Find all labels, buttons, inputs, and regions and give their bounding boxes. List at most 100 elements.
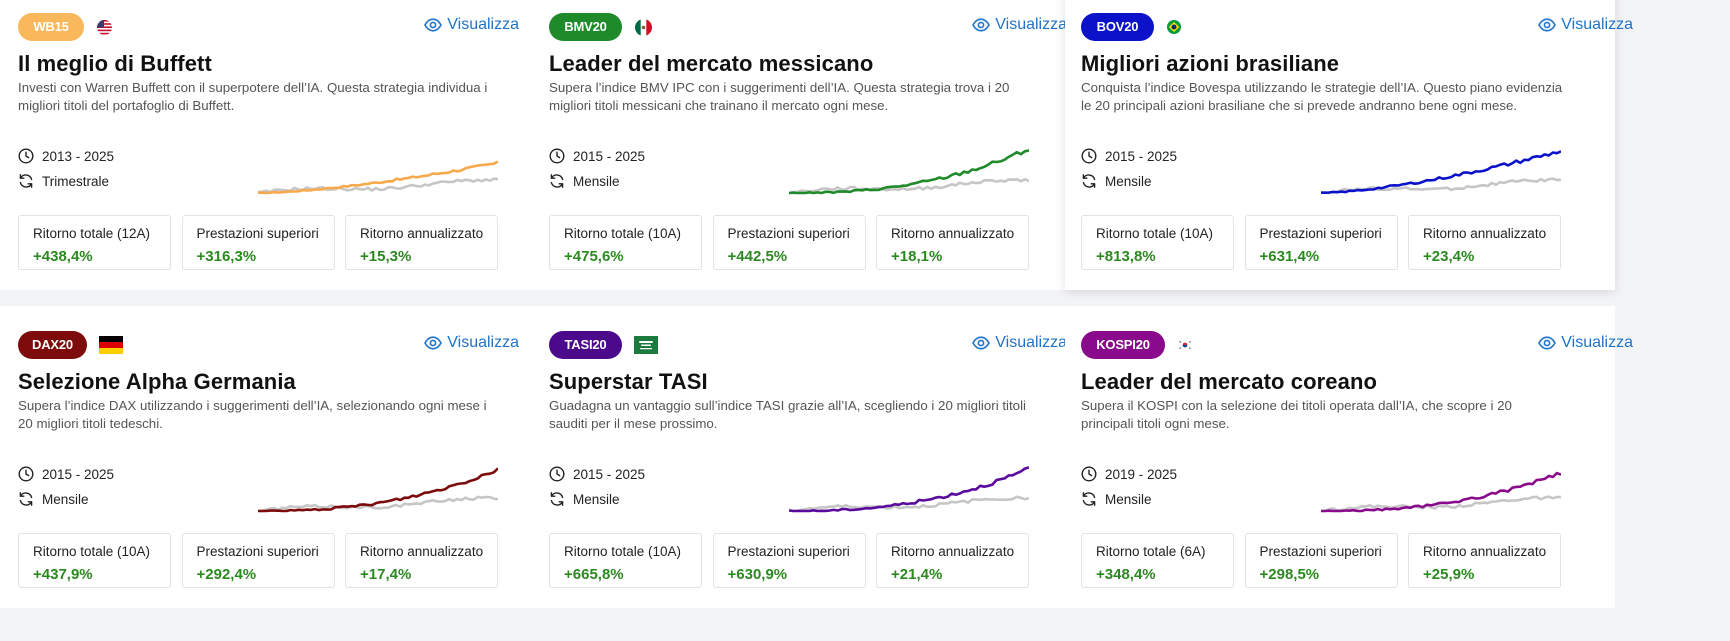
strategy-line [1321, 150, 1561, 194]
view-link[interactable]: Visualizza [424, 16, 519, 34]
refresh-icon [1081, 173, 1105, 189]
view-link[interactable]: Visualizza [424, 334, 519, 352]
stat-box: Ritorno annualizzato +21,4% [876, 533, 1029, 588]
clock-icon [549, 466, 573, 482]
eye-icon [424, 336, 447, 350]
strategy-description: Conquista l’indice Bovespa utilizzando l… [1081, 80, 1563, 113]
stat-value: +25,9% [1423, 566, 1475, 583]
stat-value: +437,9% [33, 566, 93, 583]
performance-sparkline [258, 467, 498, 513]
stat-box: Ritorno annualizzato +25,9% [1408, 533, 1561, 588]
view-label: Visualizza [1561, 334, 1633, 351]
stat-label: Prestazioni superiori [727, 226, 850, 241]
strategy-line [1321, 471, 1561, 513]
eye-icon [972, 18, 995, 32]
stat-label: Ritorno annualizzato [891, 544, 1015, 559]
frequency-row: Mensile [1081, 173, 1152, 189]
period-text: 2019 - 2025 [1105, 466, 1178, 482]
frequency-text: Mensile [1105, 491, 1152, 507]
strategy-badge: DAX20 [18, 331, 87, 359]
period-row: 2015 - 2025 [18, 466, 114, 482]
strategy-card[interactable]: KOSPI20 Visualizza Leader del mercato core… [1065, 306, 1633, 608]
view-link[interactable]: Visualizza [972, 334, 1067, 352]
period-row: 2015 - 2025 [549, 148, 645, 164]
benchmark-line [258, 495, 498, 513]
stat-value: +631,4% [1259, 248, 1320, 265]
frequency-text: Mensile [573, 491, 620, 507]
frequency-row: Trimestrale [18, 173, 109, 189]
stat-label: Ritorno annualizzato [360, 544, 484, 559]
strategy-description: Guadagna un vantaggio sull’indice TASI g… [549, 398, 1026, 431]
stat-box: Prestazioni superiori +316,3% [181, 215, 335, 270]
strategy-badge: BMV20 [549, 13, 622, 41]
strategy-description: Supera l’indice DAX utilizzando i sugger… [18, 398, 487, 431]
eye-icon [424, 18, 447, 32]
stat-label: Ritorno annualizzato [1423, 544, 1547, 559]
performance-sparkline [1321, 471, 1561, 513]
stat-label: Ritorno annualizzato [1423, 226, 1547, 241]
stat-value: +665,8% [564, 566, 624, 583]
strategy-title: Leader del mercato messicano [549, 51, 874, 76]
frequency-row: Mensile [18, 491, 89, 507]
frequency-text: Mensile [42, 491, 89, 507]
stat-value: +438,4% [33, 248, 93, 265]
de-flag-icon [99, 336, 123, 359]
view-link[interactable]: Visualizza [1538, 334, 1633, 352]
stat-box: Ritorno totale (12A) +438,4% [18, 215, 171, 270]
period-row: 2019 - 2025 [1081, 466, 1177, 482]
frequency-row: Mensile [1081, 491, 1152, 507]
stat-label: Ritorno totale (10A) [564, 226, 682, 241]
stat-label: Prestazioni superiori [1259, 544, 1382, 559]
refresh-icon [18, 173, 42, 189]
period-text: 2015 - 2025 [573, 466, 646, 482]
view-link[interactable]: Visualizza [1538, 16, 1633, 34]
stat-label: Prestazioni superiori [196, 226, 319, 241]
stat-box: Ritorno totale (10A) +437,9% [18, 533, 171, 588]
strategy-badge: BOV20 [1081, 13, 1154, 41]
view-label: Visualizza [1561, 16, 1633, 33]
strategy-description: Supera il KOSPI con la selezione dei tit… [1081, 398, 1512, 431]
stat-label: Ritorno totale (10A) [1096, 226, 1214, 241]
frequency-text: Mensile [573, 173, 620, 189]
stat-box: Prestazioni superiori +442,5% [712, 215, 866, 270]
stat-value: +292,4% [196, 566, 257, 583]
view-label: Visualizza [995, 334, 1067, 351]
strategy-card[interactable]: DAX20 Visualizza Selezione Alpha Germania S… [0, 306, 535, 608]
strategy-card[interactable]: WB15 Visualizza Il meglio di Buffett Invest… [0, 0, 535, 290]
stat-box: Ritorno totale (10A) +475,6% [549, 215, 702, 270]
strategy-card[interactable]: TASI20 Visualizza Superstar TASI Guadagna u… [533, 306, 1083, 608]
strategy-line [258, 160, 498, 195]
stat-box: Ritorno totale (10A) +813,8% [1081, 215, 1234, 270]
stat-value: +316,3% [196, 248, 257, 265]
kr-flag-icon [1178, 338, 1192, 357]
stat-label: Ritorno annualizzato [891, 226, 1015, 241]
stat-label: Ritorno totale (10A) [564, 544, 682, 559]
eye-icon [1538, 336, 1561, 350]
performance-sparkline [789, 149, 1029, 195]
clock-icon [18, 148, 42, 164]
strategy-card[interactable]: BMV20 Visualizza Leader del mercato messic… [533, 0, 1083, 290]
strategy-card[interactable]: BOV20 Visualizza Migliori azioni brasilian… [1065, 0, 1633, 290]
period-row: 2015 - 2025 [1081, 148, 1177, 164]
view-link[interactable]: Visualizza [972, 16, 1067, 34]
clock-icon [1081, 466, 1105, 482]
frequency-row: Mensile [549, 491, 620, 507]
frequency-text: Mensile [1105, 173, 1152, 189]
us-flag-icon [97, 19, 112, 40]
view-label: Visualizza [447, 334, 519, 351]
refresh-icon [1081, 491, 1105, 507]
mx-flag-icon [635, 18, 652, 41]
strategy-title: Migliori azioni brasiliane [1081, 51, 1340, 76]
period-row: 2013 - 2025 [18, 148, 114, 164]
stat-box: Prestazioni superiori +630,9% [712, 533, 866, 588]
period-text: 2015 - 2025 [42, 466, 115, 482]
period-text: 2015 - 2025 [573, 148, 646, 164]
strategy-line [789, 149, 1029, 195]
period-text: 2015 - 2025 [1105, 148, 1178, 164]
stat-value: +15,3% [360, 248, 412, 265]
stat-value: +298,5% [1259, 566, 1320, 583]
stat-value: +475,6% [564, 248, 624, 265]
refresh-icon [18, 491, 42, 507]
sa-flag-icon [634, 336, 658, 359]
view-label: Visualizza [447, 16, 519, 33]
